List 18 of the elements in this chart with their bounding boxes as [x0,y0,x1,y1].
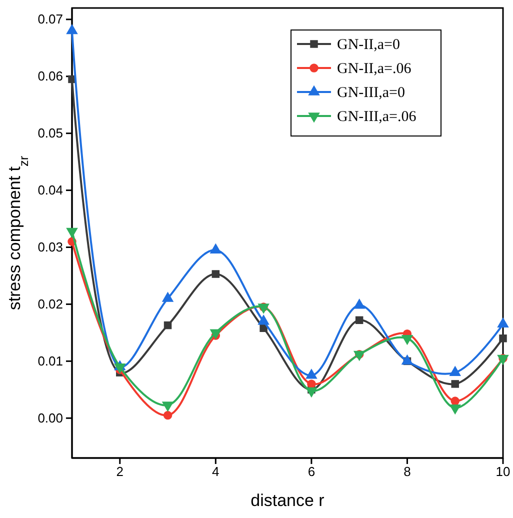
y-tick-label: 0.00 [38,410,63,426]
y-tick-label: 0.02 [38,296,63,312]
x-tick-label: 8 [404,464,411,480]
x-axis-title: distance r [250,491,325,510]
x-tick-label: 2 [116,464,124,480]
x-tick-label: 4 [212,464,220,480]
legend-label: GN-II,a=0 [337,37,400,53]
x-tick-label: 10 [496,464,510,480]
y-tick-label: 0.04 [38,182,63,198]
y-tick-label: 0.05 [38,125,63,140]
legend-label: GN-II,a=.06 [337,61,412,77]
y-tick-label: 0.01 [38,353,63,368]
legend-label: GN-III,a=0 [337,85,406,101]
x-tick-label: 6 [308,464,316,480]
y-tick-label: 0.07 [38,12,63,27]
y-tick-label: 0.06 [38,68,63,84]
legend-label: GN-III,a=.06 [337,109,417,125]
y-tick-label: 0.03 [38,239,63,254]
